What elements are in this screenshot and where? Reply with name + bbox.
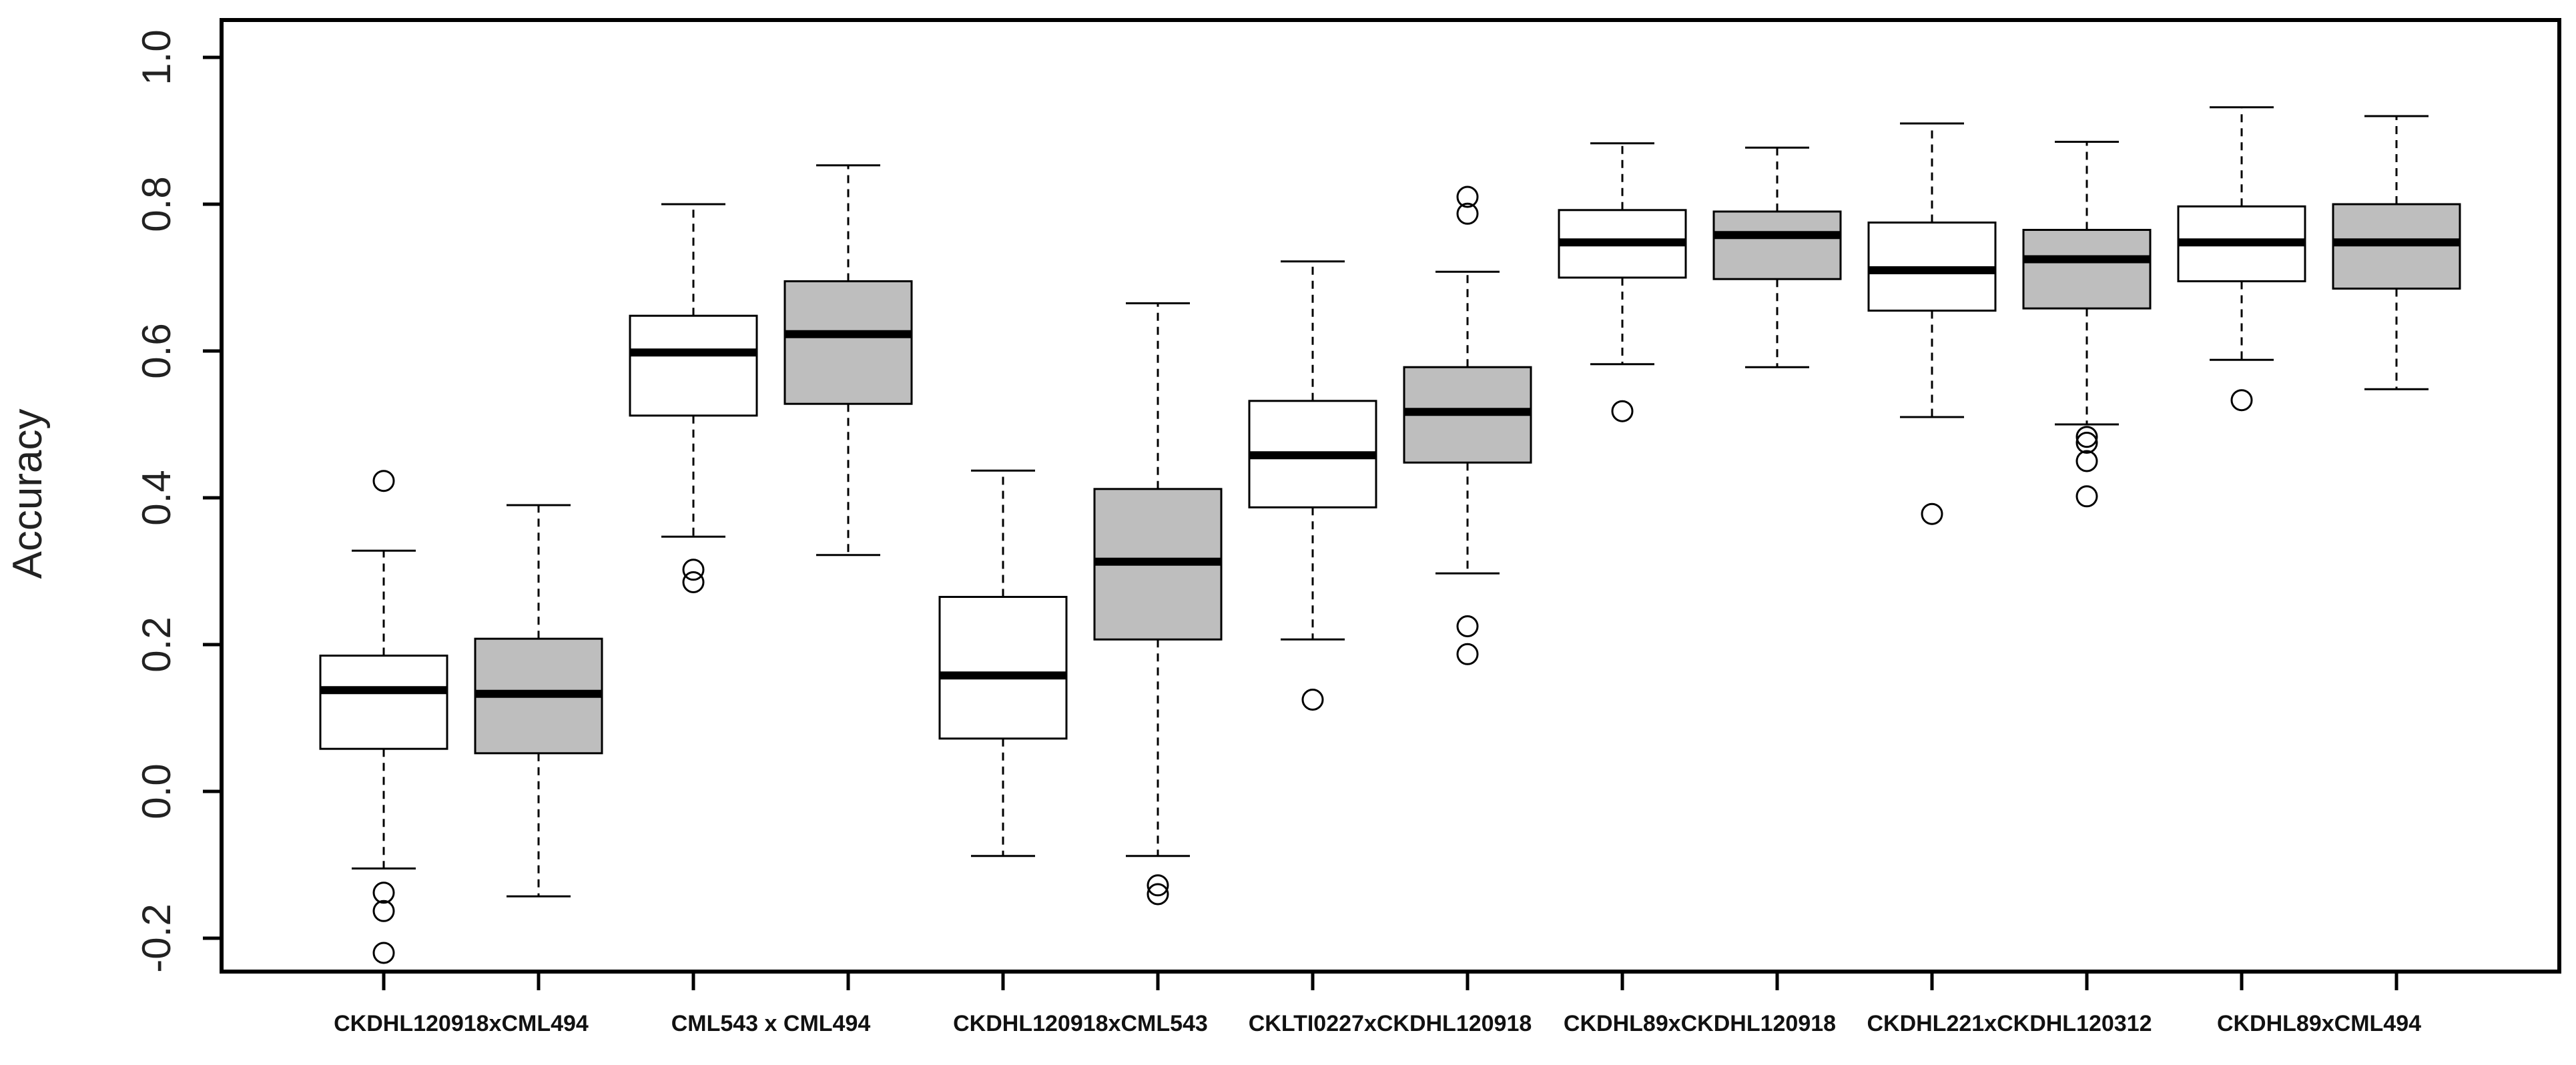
y-tick-label: 0.4 [134,470,179,525]
outlier-point [2075,450,2098,472]
x-category-label: CKLTI0227xCKDHL120918 [1249,1011,1532,1036]
outlier-point [372,942,395,964]
outlier-point [372,470,395,492]
outlier-point [2075,485,2098,508]
outlier-point [1301,689,1324,711]
box-6-0 [2177,106,2306,412]
box-3-1 [1403,186,1532,665]
box-5-0 [1867,122,1997,525]
x-axis: CKDHL120918xCML494 CML543 x CML494 CKDHL12… [334,970,2421,1036]
y-tick-label: 1.0 [134,29,179,85]
box-2-1 [1093,302,1223,906]
outlier-point [1921,502,1943,525]
outlier-point [372,881,395,904]
y-axis: -0.2 0.0 0.2 0.4 0.6 0.8 1.0 [134,29,224,973]
outlier-point [1456,643,1479,665]
box-2-0 [938,469,1068,857]
y-tick-label: 0.2 [134,617,179,672]
outlier-point [1147,883,1169,906]
box-4-0 [1558,142,1687,422]
outlier-point [372,900,395,922]
box-body [783,280,913,405]
box-1-0 [629,203,758,593]
x-category-label: CKDHL89xCKDHL120918 [1564,1011,1836,1036]
x-category-label: CKDHL120918xCML543 [953,1011,1208,1036]
outlier-point [1611,400,1634,422]
outlier-point [1456,186,1479,208]
box-5-1 [2022,141,2152,508]
box-body [1712,210,1842,280]
outlier-point [2230,389,2253,412]
outlier-point [682,571,705,593]
outlier-point [1456,202,1479,225]
outlier-point [2075,426,2098,448]
box-series [319,106,2461,964]
x-category-label: CKDHL89xCML494 [2217,1011,2421,1036]
y-tick-label: 0.0 [134,763,179,819]
box-4-1 [1712,146,1842,368]
y-tick-label: 0.6 [134,323,179,378]
y-tick-label: 0.8 [134,176,179,232]
outlier-point [1456,615,1479,637]
outlier-point [682,559,705,581]
box-1-1 [783,164,913,557]
x-category-label: CML543 x CML494 [671,1011,871,1036]
x-category-label: CKDHL120918xCML494 [334,1011,589,1036]
outlier-point [1147,874,1169,897]
box-3-0 [1248,260,1377,711]
box-6-1 [2332,115,2461,390]
box-body [2022,229,2152,310]
box-body [629,314,758,417]
box-body [319,655,448,750]
outlier-point [2075,432,2098,454]
box-0-0 [319,470,448,964]
box-0-1 [474,504,603,898]
x-category-label: CKDHL221xCKDHL120312 [1867,1011,2152,1036]
plot-frame [220,18,2561,974]
box-body [2332,203,2461,290]
y-axis-title: Accuracy [5,409,51,579]
y-tick-label: -0.2 [134,904,179,972]
box-body [938,596,1068,740]
